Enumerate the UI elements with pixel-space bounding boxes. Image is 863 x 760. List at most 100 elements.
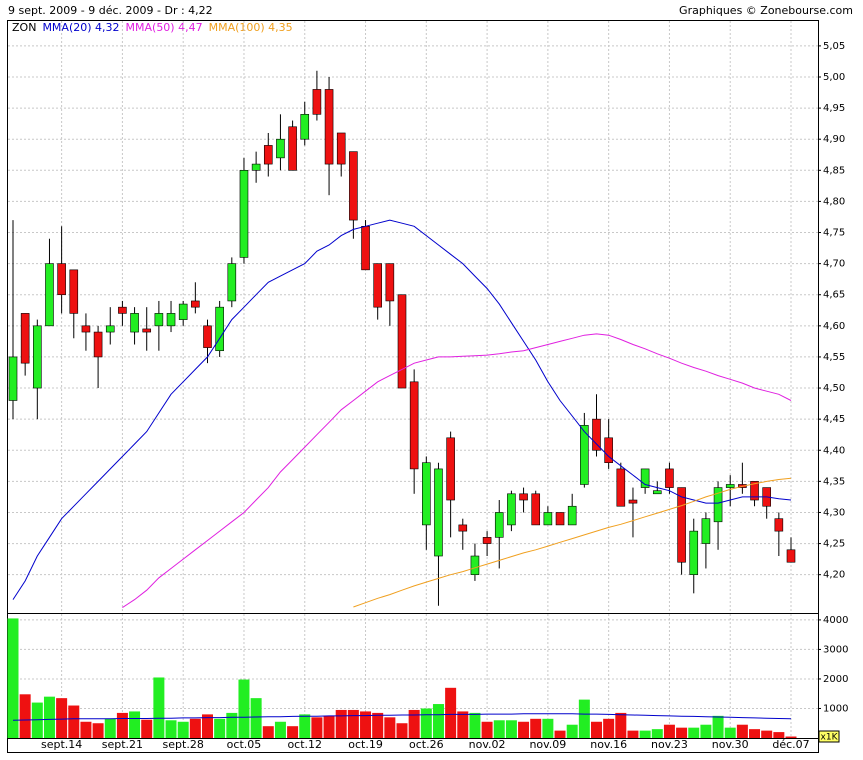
- y-tick-label: 4,85: [823, 165, 845, 176]
- volume-tick-label: 3000: [823, 644, 848, 655]
- x-tick-label: oct.19: [348, 738, 383, 751]
- volume-bar: [141, 719, 153, 738]
- legend-entry: MMA(20) 4,32: [42, 21, 119, 34]
- candle-body: [446, 437, 455, 501]
- candle-body: [531, 493, 541, 526]
- volume-bar: [274, 721, 286, 738]
- volume-bar: [80, 721, 92, 738]
- candle-body: [166, 313, 176, 327]
- candle-body: [665, 468, 674, 488]
- moving-average: [12, 219, 792, 600]
- volume-bar: [700, 724, 712, 738]
- candle-body: [57, 263, 66, 296]
- volume-unit: x1K: [821, 733, 839, 743]
- x-tick-label: sept.14: [41, 738, 82, 751]
- volume-bar: [457, 711, 469, 738]
- volume-bar: [578, 699, 590, 738]
- volume-bar: [347, 709, 359, 738]
- candle-body: [592, 418, 601, 451]
- y-tick-label: 4,65: [823, 290, 845, 301]
- volume-bar: [372, 712, 384, 738]
- candle-body: [20, 313, 30, 364]
- legend: ZON MMA(20) 4,32 MMA(50) 4,47 MMA(100) 4,3…: [12, 21, 293, 34]
- candle-body: [191, 300, 200, 308]
- candle-body: [45, 263, 54, 327]
- volume-bar: [749, 729, 761, 738]
- candle-body: [543, 512, 553, 526]
- volume-bar: [299, 714, 311, 738]
- volume-bar: [761, 730, 773, 738]
- y-tick-label: 4,80: [823, 196, 845, 207]
- volume-bar: [323, 715, 335, 738]
- candle-body: [677, 487, 686, 563]
- volume-bar: [591, 721, 602, 738]
- candle-body: [397, 294, 407, 389]
- candle-body: [239, 170, 249, 258]
- volume-bar: [7, 618, 19, 738]
- y-tick-label: 4,25: [823, 539, 845, 550]
- volume-bar: [530, 718, 542, 738]
- candle-body: [118, 306, 127, 314]
- y-tick-label: 4,20: [823, 570, 845, 581]
- volume-bar: [408, 709, 420, 738]
- volume-bar: [129, 711, 141, 738]
- volume-bar: [68, 705, 80, 738]
- candle-body: [507, 493, 516, 526]
- volume-bar: [493, 720, 505, 738]
- volume-bar: [250, 698, 262, 738]
- volume-bar: [481, 721, 493, 738]
- volume-bar: [663, 724, 675, 738]
- unit-box: [818, 730, 840, 743]
- candle-body: [105, 325, 115, 333]
- candle-body: [725, 484, 735, 488]
- x-tick-label: oct.05: [227, 738, 262, 751]
- chart-title: 9 sept. 2009 - 9 déc. 2009 - Dr : 4,22: [8, 4, 213, 17]
- volume-bar: [19, 694, 31, 738]
- volume-bar: [189, 718, 201, 738]
- volume-tick-label: 1000: [823, 703, 848, 714]
- volume-bar: [773, 732, 785, 738]
- candle-body: [604, 437, 613, 463]
- candle-body: [154, 313, 164, 327]
- moving-average: [353, 477, 792, 608]
- candle-body: [434, 468, 443, 557]
- volume-bar: [432, 704, 444, 738]
- volume-tick-label: 2000: [823, 674, 848, 685]
- candle-body: [482, 537, 492, 544]
- legend-entry: MMA(100) 4,35: [209, 21, 293, 34]
- y-tick-label: 5,00: [823, 72, 845, 83]
- volume-bar: [360, 711, 372, 738]
- volume-bar: [712, 715, 724, 738]
- candle-body: [349, 151, 358, 221]
- candle-body: [178, 303, 188, 320]
- candle-body: [263, 145, 273, 165]
- x-tick-label: sept.28: [163, 738, 204, 751]
- candle-body: [494, 512, 504, 538]
- volume-bar: [615, 712, 627, 738]
- volume-bar: [420, 708, 432, 738]
- volume-bar: [31, 702, 43, 738]
- candle-body: [385, 263, 395, 302]
- y-tick-label: 4,30: [823, 507, 845, 518]
- volume-bar: [603, 718, 615, 738]
- y-tick-label: 4,40: [823, 445, 845, 456]
- candle-body: [69, 269, 79, 314]
- x-tick-label: sept.21: [102, 738, 143, 751]
- volume-bar: [214, 718, 226, 738]
- volume-bar: [238, 679, 250, 738]
- volume-bar: [688, 727, 700, 738]
- volume-bar: [554, 730, 566, 738]
- x-tick-label: nov.16: [590, 738, 627, 751]
- volume-bar: [202, 714, 213, 738]
- candle-body: [555, 512, 565, 526]
- frame: [7, 20, 819, 753]
- x-tick-label: nov.09: [529, 738, 566, 751]
- volume-bar: [384, 717, 396, 738]
- candle-body: [33, 325, 42, 389]
- x-tick-label: déc.07: [772, 738, 809, 751]
- y-tick-label: 4,70: [823, 259, 845, 270]
- volume-bar: [92, 723, 104, 738]
- candle-body: [215, 306, 224, 352]
- volume-bar: [785, 736, 797, 738]
